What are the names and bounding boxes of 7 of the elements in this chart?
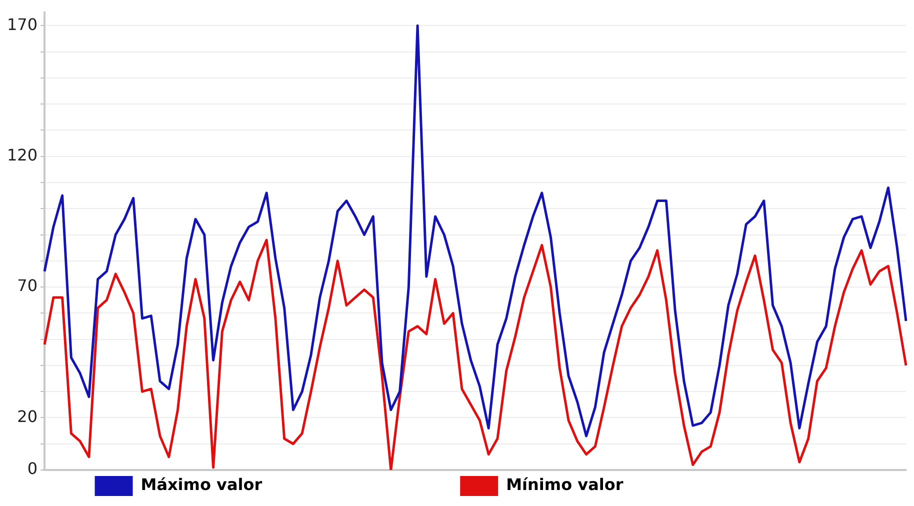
y-tick-label: 70 [17,276,38,296]
y-tick-label: 0 [27,459,38,478]
y-tick-label: 120 [6,146,38,165]
y-tick-label: 170 [6,14,38,34]
legend-label: Mínimo valor [506,475,816,494]
y-tick-label: 20 [17,406,38,426]
legend-label: Máximo valor [140,475,454,494]
